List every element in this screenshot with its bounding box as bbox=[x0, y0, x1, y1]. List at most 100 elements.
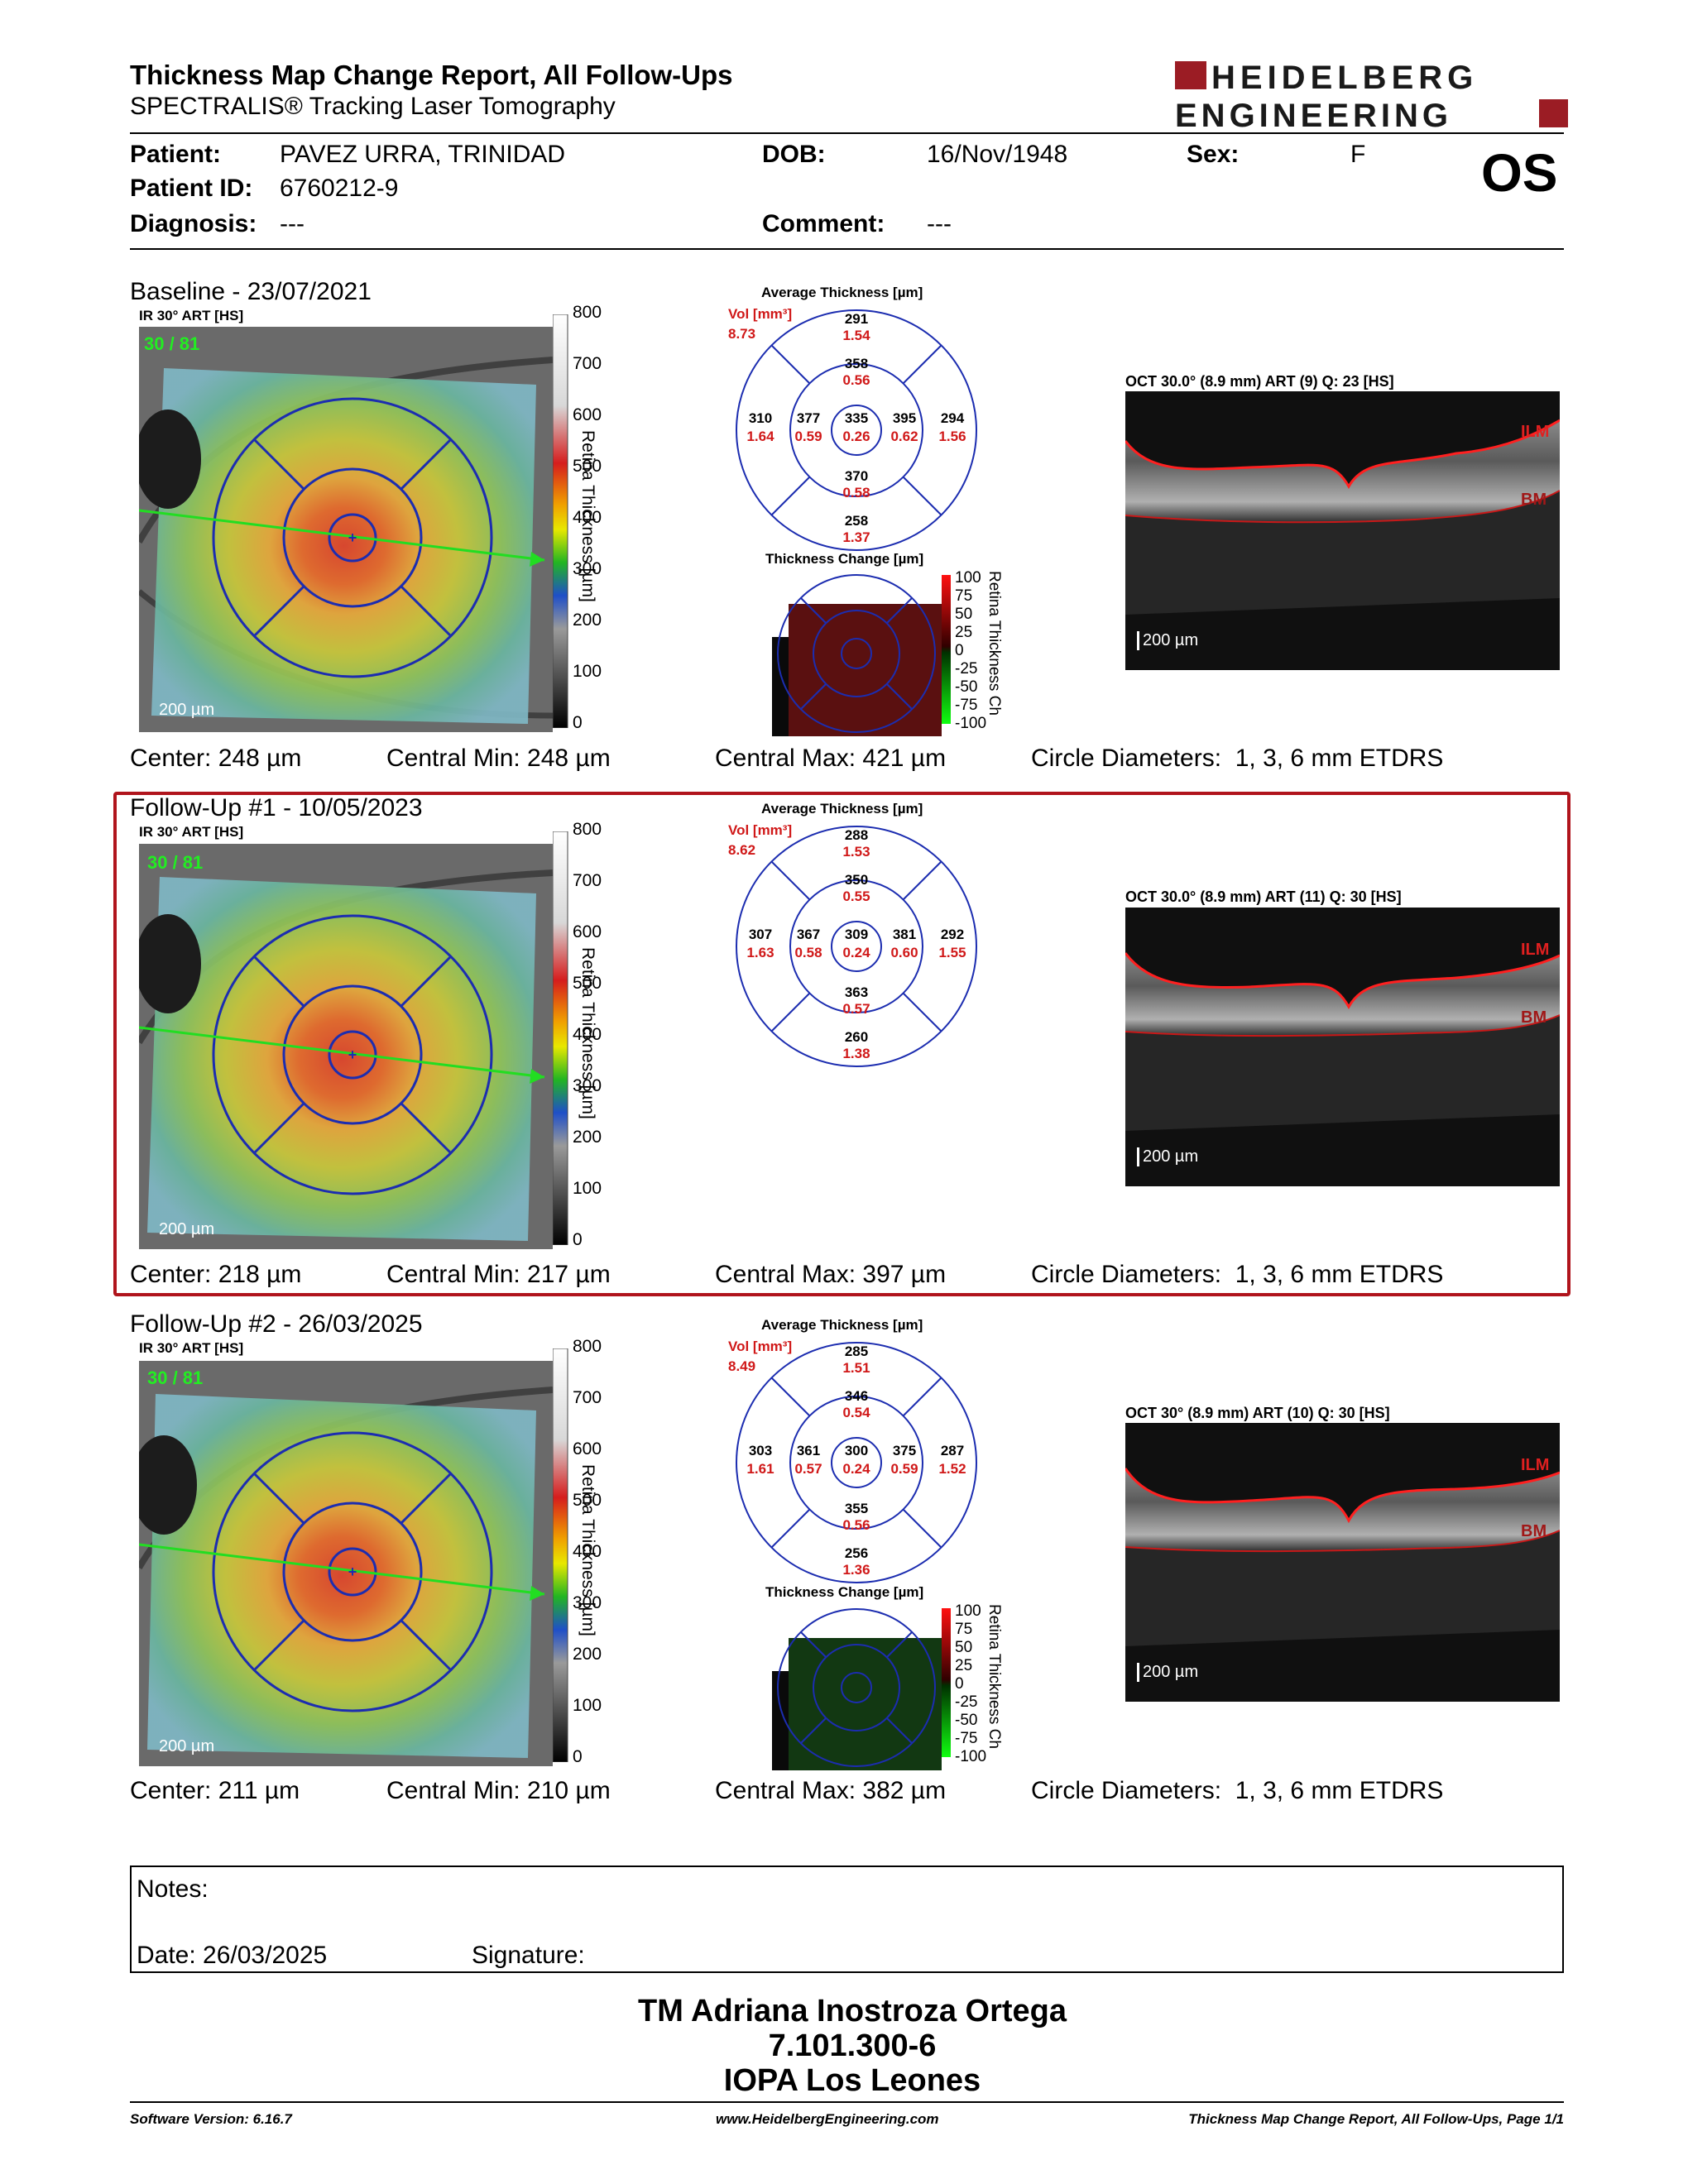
vol-label: Vol [mm³] bbox=[728, 306, 793, 322]
thickness-colorbar bbox=[553, 1348, 568, 1762]
section-title-baseline: Baseline - 23/07/2021 bbox=[130, 278, 372, 305]
bm-label: BM bbox=[1521, 1522, 1547, 1540]
oct-scale-label: 200 µm bbox=[1137, 1147, 1198, 1166]
inner-nas-thickness: 377 bbox=[796, 410, 821, 426]
inner-sup-thickness: 358 bbox=[844, 356, 869, 371]
logo-line-2: ENGINEERING bbox=[1175, 98, 1452, 132]
etdrs-grid bbox=[736, 1342, 977, 1583]
diagnosis-label: Diagnosis: bbox=[130, 210, 257, 237]
central-min-stat: Central Min: 248 µm bbox=[386, 745, 611, 772]
ilm-label: ILM bbox=[1521, 1456, 1550, 1474]
inner-tem-thickness: 375 bbox=[892, 1443, 917, 1458]
outer-sup-thickness: 285 bbox=[844, 1343, 869, 1359]
change-colorbar-title: Retina Thickness Ch bbox=[985, 1604, 1003, 1749]
center-stat: Center: 218 µm bbox=[130, 1261, 302, 1288]
svg-text:+: + bbox=[348, 1564, 357, 1580]
outer-nas-thickness: 307 bbox=[748, 927, 773, 942]
circle-diameters: Circle Diameters: 1, 3, 6 mm ETDRS bbox=[1031, 1777, 1444, 1804]
thickness-map-followup-2: + 30 / 81 200 µm bbox=[139, 1361, 553, 1766]
outer-nas-thickness: 303 bbox=[748, 1443, 773, 1458]
oct-scale-label: 200 µm bbox=[1137, 1663, 1198, 1682]
sex-value: F bbox=[1350, 141, 1366, 168]
oct-scale-label: 200 µm bbox=[1137, 631, 1198, 650]
inner-tem-thickness: 381 bbox=[892, 927, 917, 942]
inner-tem-volume: 0.59 bbox=[890, 1461, 918, 1477]
outer-nas-volume: 1.63 bbox=[746, 945, 774, 960]
signatory-id: 7.101.300-6 bbox=[768, 2028, 937, 2063]
oct-bscan: ILM BM 200 µm bbox=[1125, 1423, 1560, 1702]
bm-label: BM bbox=[1521, 1008, 1547, 1027]
inner-inf-thickness: 355 bbox=[844, 1501, 869, 1516]
section-title-followup-1: Follow-Up #1 - 10/05/2023 bbox=[130, 794, 423, 821]
scale-bar-label: 200 µm bbox=[159, 1737, 215, 1755]
outer-tem-thickness: 294 bbox=[940, 410, 965, 426]
thickness-change-map bbox=[772, 1605, 942, 1770]
website-link[interactable]: www.HeidelbergEngineering.com bbox=[716, 2111, 939, 2127]
center-volume: 0.24 bbox=[842, 1461, 870, 1477]
art-count: 30 / 81 bbox=[147, 852, 204, 873]
software-version: Software Version: 6.16.7 bbox=[130, 2111, 292, 2127]
central-min-stat: Central Min: 217 µm bbox=[386, 1261, 611, 1288]
center-stat: Center: 248 µm bbox=[130, 745, 302, 772]
thickness-map-baseline: + 30 / 81 200 µm bbox=[139, 327, 553, 732]
inner-sup-volume: 0.55 bbox=[842, 888, 870, 904]
center-thickness: 335 bbox=[844, 410, 869, 426]
change-colorbar-title: Retina Thickness Ch bbox=[985, 571, 1003, 716]
diagnosis-value: --- bbox=[280, 210, 305, 237]
notes-label: Notes: bbox=[137, 1875, 209, 1903]
vol-label: Vol [mm³] bbox=[728, 822, 793, 838]
central-max-stat: Central Max: 382 µm bbox=[715, 1777, 947, 1804]
thickness-change-title: Thickness Change [µm] bbox=[765, 1584, 924, 1600]
eye-indicator: OS bbox=[1481, 143, 1558, 203]
outer-nas-thickness: 310 bbox=[748, 410, 773, 426]
ir-label: IR 30° ART [HS] bbox=[139, 308, 244, 323]
svg-text:+: + bbox=[348, 1046, 357, 1063]
avg-thickness-title: Average Thickness [µm] bbox=[761, 1317, 923, 1333]
inner-inf-volume: 0.56 bbox=[842, 1517, 870, 1533]
oct-label: OCT 30.0° (8.9 mm) ART (11) Q: 30 [HS] bbox=[1125, 888, 1402, 905]
outer-sup-thickness: 288 bbox=[844, 827, 869, 843]
bm-label: BM bbox=[1521, 491, 1547, 509]
outer-tem-thickness: 292 bbox=[940, 927, 965, 942]
ilm-label: ILM bbox=[1521, 423, 1550, 441]
central-max-stat: Central Max: 421 µm bbox=[715, 745, 947, 772]
outer-tem-volume: 1.55 bbox=[938, 945, 966, 960]
dob-label: DOB: bbox=[762, 141, 826, 168]
patient-id: 6760212-9 bbox=[280, 175, 399, 202]
colorbar-title: Retina Thickness [µm] bbox=[578, 947, 597, 1119]
scale-bar-label: 200 µm bbox=[159, 701, 215, 719]
section-title-followup-2: Follow-Up #2 - 26/03/2025 bbox=[130, 1310, 423, 1338]
center-thickness: 309 bbox=[844, 927, 869, 942]
outer-inf-thickness: 256 bbox=[844, 1545, 869, 1561]
outer-inf-volume: 1.37 bbox=[842, 529, 870, 545]
outer-tem-thickness: 287 bbox=[940, 1443, 965, 1458]
outer-sup-volume: 1.51 bbox=[842, 1360, 870, 1376]
thickness-colorbar bbox=[553, 314, 568, 728]
center-volume: 0.26 bbox=[842, 429, 870, 444]
signature-label: Signature: bbox=[472, 1942, 585, 1969]
outer-inf-volume: 1.38 bbox=[842, 1046, 870, 1061]
vol-value: 8.73 bbox=[728, 326, 756, 342]
logo-line-1: HEIDELBERG bbox=[1211, 60, 1478, 96]
colorbar-title: Retina Thickness [µm] bbox=[578, 430, 597, 602]
central-max-stat: Central Max: 397 µm bbox=[715, 1261, 947, 1288]
vol-value: 8.49 bbox=[728, 1358, 756, 1374]
inner-tem-thickness: 395 bbox=[892, 410, 917, 426]
inner-tem-volume: 0.60 bbox=[890, 945, 918, 960]
central-min-stat: Central Min: 210 µm bbox=[386, 1777, 611, 1804]
outer-inf-thickness: 260 bbox=[844, 1029, 869, 1045]
thickness-change-map bbox=[772, 571, 942, 736]
inner-nas-volume: 0.59 bbox=[794, 429, 822, 444]
patient-rule bbox=[130, 248, 1564, 250]
report-subtitle: SPECTRALIS® Tracking Laser Tomography bbox=[130, 93, 616, 120]
vol-label: Vol [mm³] bbox=[728, 1339, 793, 1354]
signatory-name: TM Adriana Inostroza Ortega bbox=[638, 1994, 1067, 2028]
inner-nas-thickness: 361 bbox=[796, 1443, 821, 1458]
thickness-map-followup-1: + 30 / 81 200 µm bbox=[139, 844, 553, 1249]
oct-label: OCT 30.0° (8.9 mm) ART (9) Q: 23 [HS] bbox=[1125, 373, 1394, 390]
inner-tem-volume: 0.62 bbox=[890, 429, 918, 444]
signatory-org: IOPA Los Leones bbox=[723, 2063, 981, 2098]
report-title: Thickness Map Change Report, All Follow-… bbox=[130, 60, 733, 90]
page-info: Thickness Map Change Report, All Follow-… bbox=[1188, 2111, 1564, 2127]
notes-box[interactable] bbox=[130, 1866, 1564, 1973]
